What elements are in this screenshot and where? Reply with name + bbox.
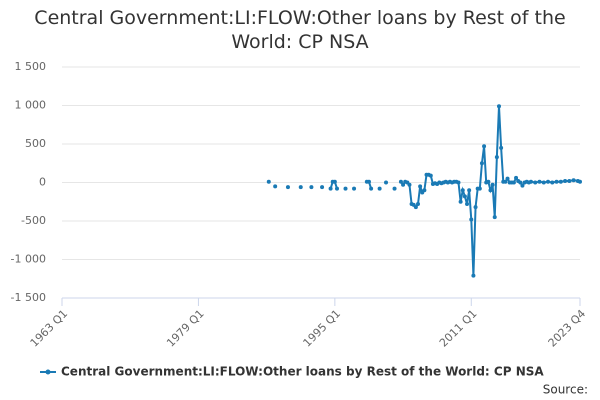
point bbox=[366, 179, 371, 184]
x-tick-label: 2011 Q1 bbox=[437, 307, 480, 350]
point bbox=[285, 185, 290, 190]
point bbox=[328, 186, 333, 191]
point bbox=[571, 178, 576, 183]
point bbox=[334, 186, 339, 191]
point bbox=[477, 186, 482, 191]
point bbox=[494, 155, 499, 160]
legend-marker bbox=[45, 369, 51, 375]
point bbox=[490, 182, 495, 187]
point bbox=[473, 205, 478, 210]
point bbox=[392, 186, 397, 191]
point bbox=[514, 175, 519, 180]
x-tick-label: 2023 Q4 bbox=[546, 307, 589, 350]
point bbox=[320, 185, 325, 190]
point bbox=[273, 184, 278, 189]
chart-title: Central Government:LI:FLOW:Other loans b… bbox=[34, 7, 566, 53]
point bbox=[492, 215, 497, 220]
point bbox=[533, 180, 538, 185]
point bbox=[352, 186, 357, 191]
point bbox=[486, 179, 491, 184]
point bbox=[496, 104, 501, 109]
point bbox=[309, 185, 314, 190]
x-tick-label: 1995 Q1 bbox=[301, 307, 344, 350]
point bbox=[369, 186, 374, 191]
point bbox=[479, 161, 484, 166]
point bbox=[503, 179, 508, 184]
point bbox=[456, 180, 461, 185]
point bbox=[460, 188, 465, 193]
x-tick-label: 1979 Q1 bbox=[164, 307, 207, 350]
point bbox=[578, 179, 582, 184]
point bbox=[541, 180, 546, 185]
point bbox=[384, 180, 389, 185]
point bbox=[377, 186, 382, 191]
point bbox=[482, 144, 487, 149]
point bbox=[332, 179, 337, 184]
point bbox=[558, 179, 563, 184]
point bbox=[413, 205, 418, 210]
point bbox=[488, 188, 493, 193]
y-tick-label: 1 500 bbox=[15, 60, 47, 73]
point bbox=[499, 145, 504, 150]
point bbox=[469, 217, 474, 222]
point bbox=[511, 180, 516, 185]
point bbox=[407, 182, 412, 187]
point bbox=[554, 179, 559, 184]
point bbox=[563, 178, 568, 183]
y-tick-label: -500 bbox=[21, 214, 46, 227]
point bbox=[528, 179, 533, 184]
point bbox=[550, 180, 555, 185]
y-tick-label: 1 000 bbox=[15, 99, 47, 112]
point bbox=[458, 199, 463, 204]
y-tick-label: 0 bbox=[39, 176, 46, 189]
point bbox=[401, 182, 406, 187]
point bbox=[518, 180, 523, 185]
point bbox=[422, 188, 427, 193]
point bbox=[398, 179, 403, 184]
x-tick-label: 1963 Q1 bbox=[28, 307, 71, 350]
point bbox=[266, 179, 271, 184]
point bbox=[415, 202, 420, 207]
point bbox=[462, 194, 467, 199]
point bbox=[428, 173, 433, 178]
point bbox=[537, 179, 542, 184]
point bbox=[505, 176, 510, 181]
point bbox=[471, 273, 476, 278]
point bbox=[467, 188, 472, 193]
point bbox=[418, 184, 423, 189]
y-tick-label: 500 bbox=[25, 137, 46, 150]
source: Source: bbox=[543, 383, 588, 397]
y-tick-label: -1 500 bbox=[11, 291, 46, 304]
point bbox=[546, 179, 551, 184]
point bbox=[465, 202, 470, 207]
legend-label: Central Government:LI:FLOW:Other loans b… bbox=[61, 365, 544, 379]
point bbox=[298, 185, 303, 190]
y-tick-label: -1 000 bbox=[11, 253, 46, 266]
point bbox=[343, 186, 348, 191]
point bbox=[567, 178, 572, 183]
point bbox=[520, 183, 525, 188]
